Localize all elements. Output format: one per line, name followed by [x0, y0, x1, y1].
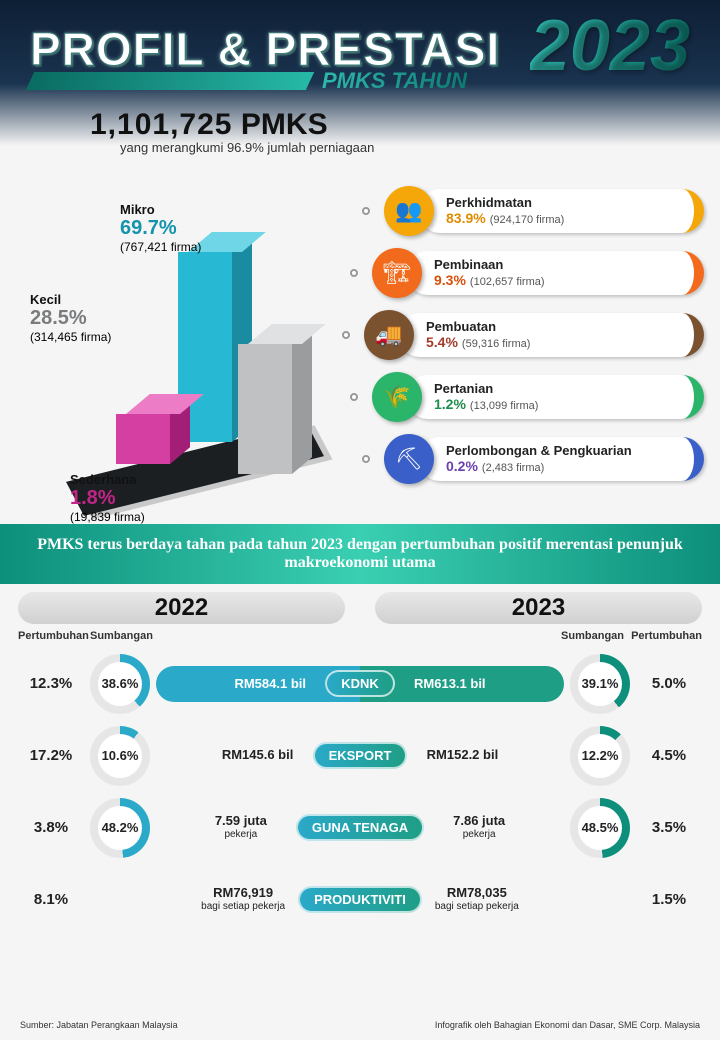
year-left: 2022 — [18, 592, 345, 624]
sector-firms: (102,657 firma) — [470, 276, 545, 288]
midband-statement: PMKS terus berdaya tahan pada tahun 2023… — [0, 524, 720, 584]
metric-center: RM584.1 bilKDNKRM613.1 bil — [156, 670, 564, 697]
sector-pct: 83.9% — [446, 210, 486, 226]
total-block: 1,101,725 PMKS yang merangkumi 96.9% jum… — [90, 108, 700, 155]
sector-icon: 🌾 — [372, 372, 422, 422]
size-bar-label: Mikro69.7%(767,421 firma) — [120, 202, 201, 254]
size-bar-label: Sederhana1.8%(19,839 firma) — [70, 472, 145, 524]
sector-icon: 🚚 — [364, 310, 414, 360]
sector-name: Perkhidmatan — [446, 195, 676, 210]
sector-pct: 5.4% — [426, 334, 458, 350]
sector-row: 🚚 Pembuatan5.4% (59,316 firma) — [364, 310, 704, 360]
size-3d-chart: Mikro69.7%(767,421 firma)Kecil28.5%(314,… — [30, 184, 370, 504]
sector-name: Pembuatan — [426, 319, 676, 334]
footer-source: Sumber: Jabatan Perangkaan Malaysia — [20, 1020, 178, 1030]
metric-label: KDNK — [325, 670, 395, 697]
contrib-donut: 10.6% — [90, 726, 150, 786]
contrib-donut: 48.2% — [90, 798, 150, 858]
sector-pill: Pembuatan5.4% (59,316 firma) — [398, 313, 704, 357]
contrib-donut: 12.2% — [570, 726, 630, 786]
metric-value-right: RM613.1 bil — [395, 676, 505, 691]
growth-left: 3.8% — [18, 819, 84, 836]
metric-row: 8.1% RM76,919bagi setiap pekerjaPRODUKTIV… — [18, 864, 702, 936]
sector-icon: 🏗 — [372, 248, 422, 298]
sector-pct: 9.3% — [434, 272, 466, 288]
curve-dot — [362, 455, 370, 463]
col-growth-r: Pertumbuhan — [624, 630, 702, 642]
sector-row: 🌾 Pertanian1.2% (13,099 firma) — [372, 372, 704, 422]
metric-value-right: RM152.2 bil — [407, 748, 517, 763]
comparison-section: 2022 2023 Pertumbuhan Sumbangan Sumbanga… — [0, 584, 720, 936]
footer: Sumber: Jabatan Perangkaan Malaysia Info… — [0, 1014, 720, 1036]
contrib-donut: 48.5% — [570, 798, 630, 858]
top-section: 1,101,725 PMKS yang merangkumi 96.9% jum… — [0, 94, 720, 524]
header: PROFIL & PRESTASI 2023 PMKS TAHUN — [0, 0, 720, 94]
growth-right: 3.5% — [636, 819, 702, 836]
year-right: 2023 — [375, 592, 702, 624]
growth-right: 5.0% — [636, 675, 702, 692]
metric-center: 7.59 jutapekerjaGUNA TENAGA7.86 jutapeke… — [156, 814, 564, 841]
sector-firms: (59,316 firma) — [462, 338, 530, 350]
metric-value-left: RM76,919bagi setiap pekerja — [188, 886, 298, 912]
sector-icon: ⛏ — [384, 434, 434, 484]
curve-dot — [350, 269, 358, 277]
header-accent-bar — [26, 72, 314, 90]
sector-pct: 1.2% — [434, 396, 466, 412]
metric-value-left: 7.59 jutapekerja — [186, 814, 296, 840]
sector-pill: Pembinaan9.3% (102,657 firma) — [406, 251, 704, 295]
metric-value-right: 7.86 jutapekerja — [424, 814, 534, 840]
sector-row: 👥 Perkhidmatan83.9% (924,170 firma) — [384, 186, 704, 236]
metric-label: GUNA TENAGA — [296, 814, 424, 841]
metric-row: 3.8%48.2%7.59 jutapekerjaGUNA TENAGA7.86… — [18, 792, 702, 864]
sector-name: Pertanian — [434, 381, 676, 396]
col-contrib-r: Sumbangan — [546, 630, 624, 642]
year-headers: 2022 2023 — [18, 592, 702, 624]
sector-pct: 0.2% — [446, 458, 478, 474]
subtitle: PMKS TAHUN — [322, 68, 467, 94]
metric-label: EKSPORT — [313, 742, 408, 769]
metric-center: RM76,919bagi setiap pekerjaPRODUKTIVITIR… — [156, 886, 564, 913]
curve-dot — [362, 207, 370, 215]
sector-row: 🏗 Pembinaan9.3% (102,657 firma) — [372, 248, 704, 298]
sector-name: Pembinaan — [434, 257, 676, 272]
total-subtitle: yang merangkumi 96.9% jumlah perniagaan — [120, 140, 700, 155]
sector-row: ⛏ Perlombongan & Pengkuarian0.2% (2,483 fi… — [384, 434, 704, 484]
metric-label: PRODUKTIVITI — [298, 886, 422, 913]
contrib-donut: 38.6% — [90, 654, 150, 714]
metric-row: 12.3%38.6%RM584.1 bilKDNKRM613.1 bil39.1… — [18, 648, 702, 720]
growth-left: 8.1% — [18, 891, 84, 908]
sector-icon: 👥 — [384, 186, 434, 236]
sector-firms: (2,483 firma) — [482, 462, 544, 474]
sector-list: 👥Perkhidmatan83.9%(924,170 firma)🏗Pembin… — [384, 186, 704, 496]
growth-right: 4.5% — [636, 747, 702, 764]
col-contrib-l: Sumbangan — [90, 630, 160, 642]
growth-left: 12.3% — [18, 675, 84, 692]
sector-firms: (13,099 firma) — [470, 400, 538, 412]
sector-pill: Perkhidmatan83.9% (924,170 firma) — [418, 189, 704, 233]
sector-firms: (924,170 firma) — [490, 214, 565, 226]
metric-value-right: RM78,035bagi setiap pekerja — [422, 886, 532, 912]
col-growth-l: Pertumbuhan — [18, 630, 90, 642]
size-bar-label: Kecil28.5%(314,465 firma) — [30, 292, 111, 344]
curve-dot — [350, 393, 358, 401]
column-headers: Pertumbuhan Sumbangan Sumbangan Pertumbu… — [18, 630, 702, 642]
metric-center: RM145.6 bilEKSPORTRM152.2 bil — [156, 742, 564, 769]
total-unit: PMKS — [241, 108, 328, 141]
growth-right: 1.5% — [636, 891, 702, 908]
metric-row: 17.2%10.6%RM145.6 bilEKSPORTRM152.2 bil1… — [18, 720, 702, 792]
sector-pill: Perlombongan & Pengkuarian0.2% (2,483 fir… — [418, 437, 704, 481]
title-year: 2023 — [530, 18, 690, 76]
sector-name: Perlombongan & Pengkuarian — [446, 443, 676, 458]
metric-value-left: RM584.1 bil — [215, 676, 325, 691]
total-number: 1,101,725 — [90, 108, 232, 141]
footer-credit: Infografik oleh Bahagian Ekonomi dan Das… — [435, 1020, 700, 1030]
curve-dot — [342, 331, 350, 339]
growth-left: 17.2% — [18, 747, 84, 764]
metric-value-left: RM145.6 bil — [203, 748, 313, 763]
sector-pill: Pertanian1.2% (13,099 firma) — [406, 375, 704, 419]
contrib-donut: 39.1% — [570, 654, 630, 714]
